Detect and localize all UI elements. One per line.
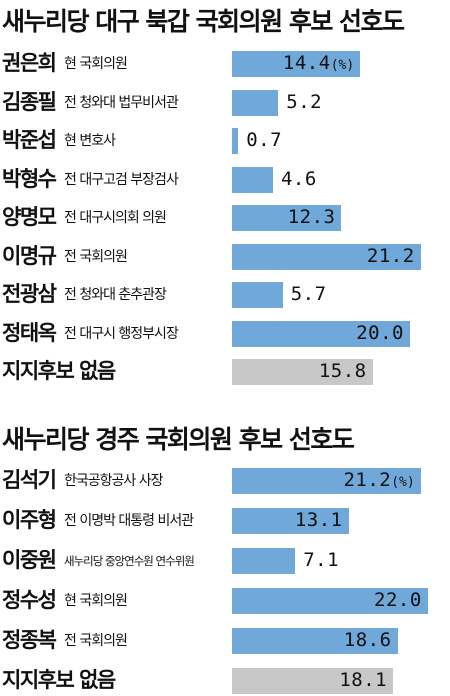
bar-row: 지지후보 없음 18.1: [0, 660, 450, 696]
chart-title: 새누리당 경주 국회의원 후보 선호도: [2, 425, 355, 454]
bar-row: 박준섭 현 변호사 0.7: [0, 120, 450, 156]
candidate-name: 권은희: [2, 51, 57, 75]
value-number: 7.1: [303, 549, 340, 571]
value-label: 21.2(%): [343, 469, 414, 491]
bar: [232, 205, 342, 231]
bar: [232, 166, 273, 193]
value-number: 4.6: [280, 167, 317, 190]
bar-row: 전광삼 전 청와대 춘추관장 5.7: [0, 274, 450, 310]
value-label: 21.2: [367, 245, 415, 267]
candidate-description: 전 청와대 법무비서관: [64, 94, 179, 111]
candidate-name: 지지후보 없음: [2, 359, 116, 383]
candidate-description: 현 변호사: [64, 133, 116, 149]
bar: [232, 468, 421, 494]
value-label: 15.8: [319, 360, 367, 382]
candidate-name: 양명모: [2, 205, 57, 229]
value-label: 18.6: [344, 629, 392, 651]
bar-row: 지지후보 없음 15.8: [0, 351, 450, 387]
candidate-description: 현 국회의원: [64, 56, 128, 72]
bar-row: 이중원 새누리당 중앙연수원 연수위원 7.1: [0, 540, 450, 576]
bar-row: 김종필 전 청와대 법무비서관 5.2: [0, 82, 450, 118]
candidate-name: 정수성: [2, 588, 57, 612]
value-number: 15.8: [318, 360, 367, 382]
candidate-name: 이명규: [2, 243, 57, 268]
bar-row: 김석기 한국공항공사 사장 21.2(%): [0, 460, 450, 496]
value-label: 22.0: [374, 589, 422, 611]
candidate-description: 한국공항공사 사장: [64, 473, 163, 489]
candidate-description: 전 대구고검 부장검사: [64, 171, 179, 188]
bar: [232, 243, 421, 270]
bar: [232, 628, 398, 654]
candidate-name: 전광삼: [2, 282, 57, 306]
candidate-name: 이주형: [2, 508, 57, 532]
bar-row: 박형수 전 대구고검 부장검사 4.6: [0, 159, 450, 195]
candidate-description: 전 국회의원: [64, 248, 128, 265]
candidate-description: 전 이명박 대통령 비서관: [64, 513, 194, 529]
candidate-name: 정태옥: [2, 320, 57, 345]
value-label: 5.7: [291, 283, 327, 305]
candidate-description: 새누리당 중앙연수원 연수위원: [64, 554, 195, 568]
value-label: 18.1: [339, 669, 387, 691]
daegu-chart: 새누리당 대구 북갑 국회의원 후보 선호도 권은희 현 국회의원 14.4(%) 김…: [0, 2, 450, 392]
bar: [232, 588, 428, 614]
value-number: 0.7: [246, 129, 283, 151]
value-number: 5.7: [290, 283, 327, 305]
unit-label: (%): [330, 58, 355, 73]
value-number: 20.0: [356, 321, 404, 344]
bar: [232, 359, 373, 385]
bar: [232, 320, 410, 347]
bar: [232, 128, 239, 154]
value-label: 12.3: [288, 206, 336, 228]
unit-label: (%): [391, 475, 415, 490]
bar: [232, 282, 283, 308]
candidate-description: 현 국회의원: [64, 593, 128, 609]
bar-row: 정종복 전 국회의원 18.6: [0, 620, 450, 656]
bar-row: 이명규 전 국회의원 21.2: [0, 236, 450, 272]
value-label: 4.6: [281, 168, 317, 190]
value-number: 21.2: [366, 244, 415, 267]
bar-row: 양명모 전 대구시의회 의원 12.3: [0, 197, 450, 233]
value-label: 7.1: [303, 549, 339, 571]
candidate-name: 박형수: [2, 166, 57, 191]
value-label: 5.2: [286, 91, 322, 113]
value-label: 20.0: [356, 322, 404, 344]
value-number: 18.6: [343, 629, 392, 651]
gyeongju-chart: 새누리당 경주 국회의원 후보 선호도 김석기 한국공항공사 사장 21.2(%) 이…: [0, 420, 450, 694]
chart-title: 새누리당 대구 북갑 국회의원 후보 선호도: [2, 7, 405, 36]
bar: [232, 508, 349, 534]
candidate-name: 이중원: [2, 548, 57, 572]
value-number: 13.1: [294, 509, 343, 531]
value-number: 22.0: [374, 589, 422, 611]
candidate-name: 김석기: [2, 468, 57, 492]
value-label: 0.7: [246, 129, 282, 151]
candidate-name: 박준섭: [2, 128, 57, 152]
candidate-name: 정종복: [2, 628, 57, 652]
bar: [232, 89, 279, 116]
value-number: 14.4: [282, 52, 331, 74]
bar-row: 이주형 전 이명박 대통령 비서관 13.1: [0, 500, 450, 536]
value-number: 5.2: [286, 90, 323, 113]
candidate-description: 전 청와대 춘추관장: [64, 287, 167, 303]
bar: [232, 51, 361, 77]
candidate-name: 지지후보 없음: [2, 668, 116, 692]
value-label: 14.4(%): [283, 52, 354, 74]
value-label: 13.1: [295, 509, 343, 531]
bar-row: 권은희 현 국회의원 14.4(%): [0, 43, 450, 79]
value-number: 18.1: [339, 669, 388, 691]
candidate-description: 전 대구시의회 의원: [64, 210, 167, 226]
candidate-description: 전 국회의원: [64, 633, 128, 649]
bar-row: 정태옥 전 대구시 행정부시장 20.0: [0, 313, 450, 349]
candidate-description: 전 대구시 행정부시장: [64, 325, 179, 342]
bar: [232, 548, 296, 574]
value-number: 12.3: [287, 206, 336, 228]
candidate-name: 김종필: [2, 89, 57, 114]
bar-row: 정수성 현 국회의원 22.0: [0, 580, 450, 616]
value-number: 21.2: [343, 469, 392, 491]
